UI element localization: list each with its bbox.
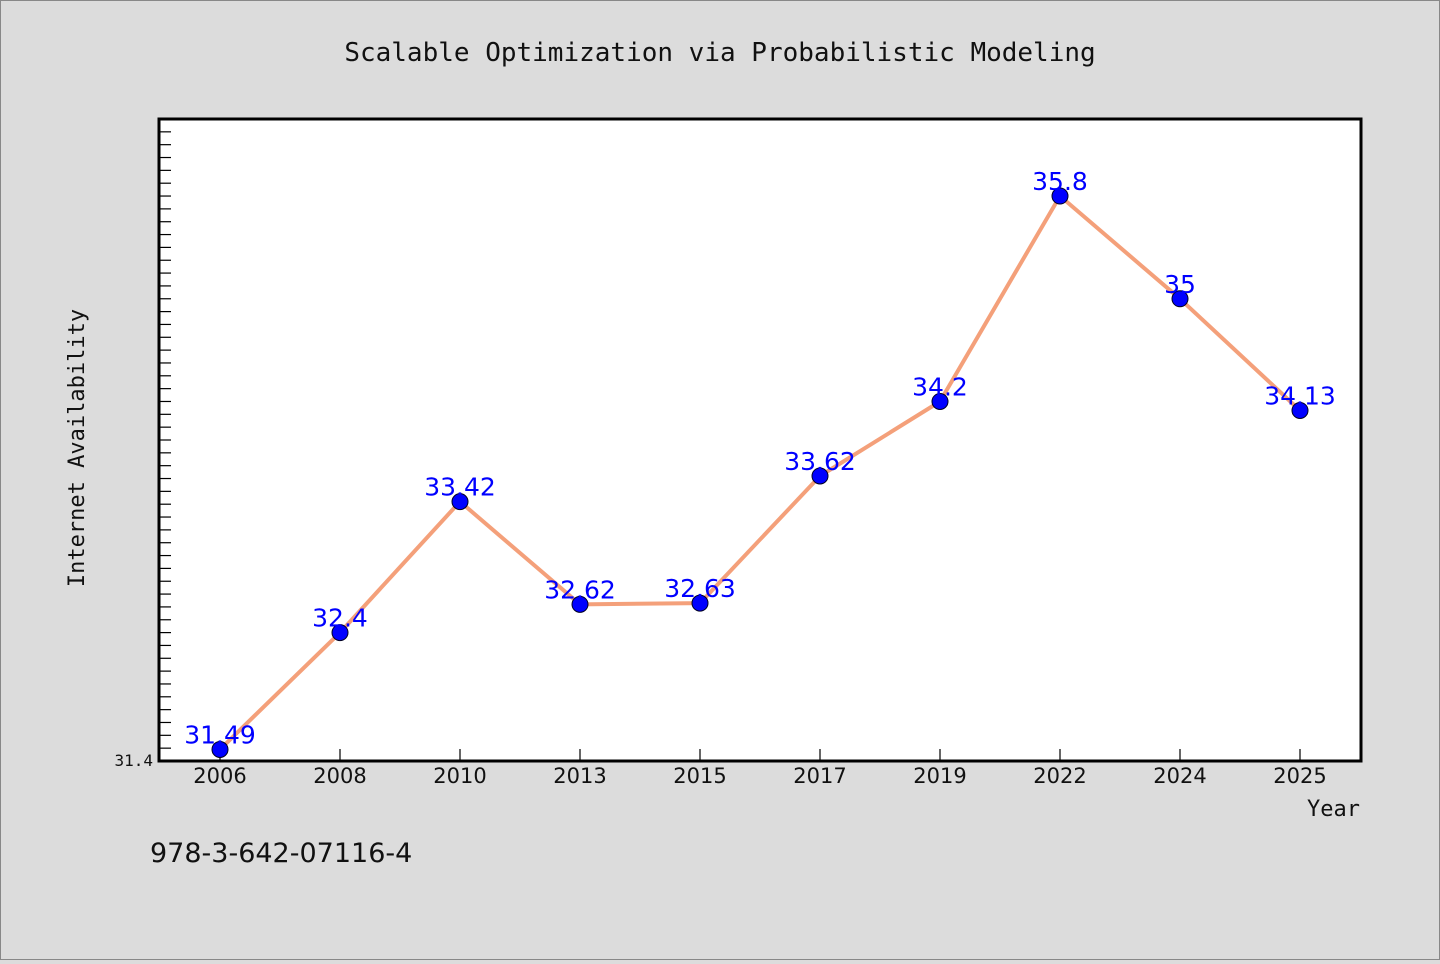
data-label: 32.63 [664,574,736,603]
data-point [451,493,469,511]
y-axis-ticks [159,131,171,749]
x-tick-label: 2017 [793,764,846,788]
x-tick-label: 2019 [913,764,966,788]
data-label: 31.49 [184,720,256,749]
x-axis-label: Year [1307,797,1360,822]
data-markers [211,187,1309,758]
data-point [811,467,829,485]
chart-title: Scalable Optimization via Probabilistic … [344,38,1095,68]
data-point [1291,401,1309,419]
data-labels: 31.49 32.4 33.42 32.62 32.63 33.62 34.2 35.8 35 3… [184,167,1336,749]
x-tick-label: 2008 [313,764,366,788]
x-tick-label: 2015 [673,764,726,788]
data-label: 32.4 [312,604,368,633]
x-tick-label: 2013 [553,764,606,788]
x-tick-label: 2025 [1273,764,1326,788]
data-label: 34.13 [1264,381,1336,410]
series-line [218,194,1302,751]
x-tick-label: 2022 [1033,764,1086,788]
data-point [931,392,949,410]
data-point [331,624,349,642]
x-axis-ticks: 2006 2008 2010 2013 2015 2017 2019 2022 2024 2025 [193,749,1327,788]
x-tick-label: 2006 [193,764,246,788]
isbn-text: 978-3-642-07116-4 [150,838,412,869]
y-tick-label: 31.4 [114,751,153,770]
y-axis-label: Internet Availability [65,309,90,587]
data-label: 35 [1164,270,1196,299]
x-tick-label: 2010 [433,764,486,788]
data-point [1051,187,1069,205]
data-label: 32.62 [544,575,616,604]
plot-area [159,119,1361,761]
data-label: 33.62 [784,447,856,476]
data-point [211,740,229,758]
x-tick-label: 2024 [1153,764,1206,788]
data-point [571,595,589,613]
data-point [1171,290,1189,308]
data-point [691,594,709,612]
data-label: 34.2 [912,372,968,401]
data-label: 33.42 [424,473,496,502]
plot-frame [157,117,1363,763]
data-label: 35.8 [1032,167,1088,196]
